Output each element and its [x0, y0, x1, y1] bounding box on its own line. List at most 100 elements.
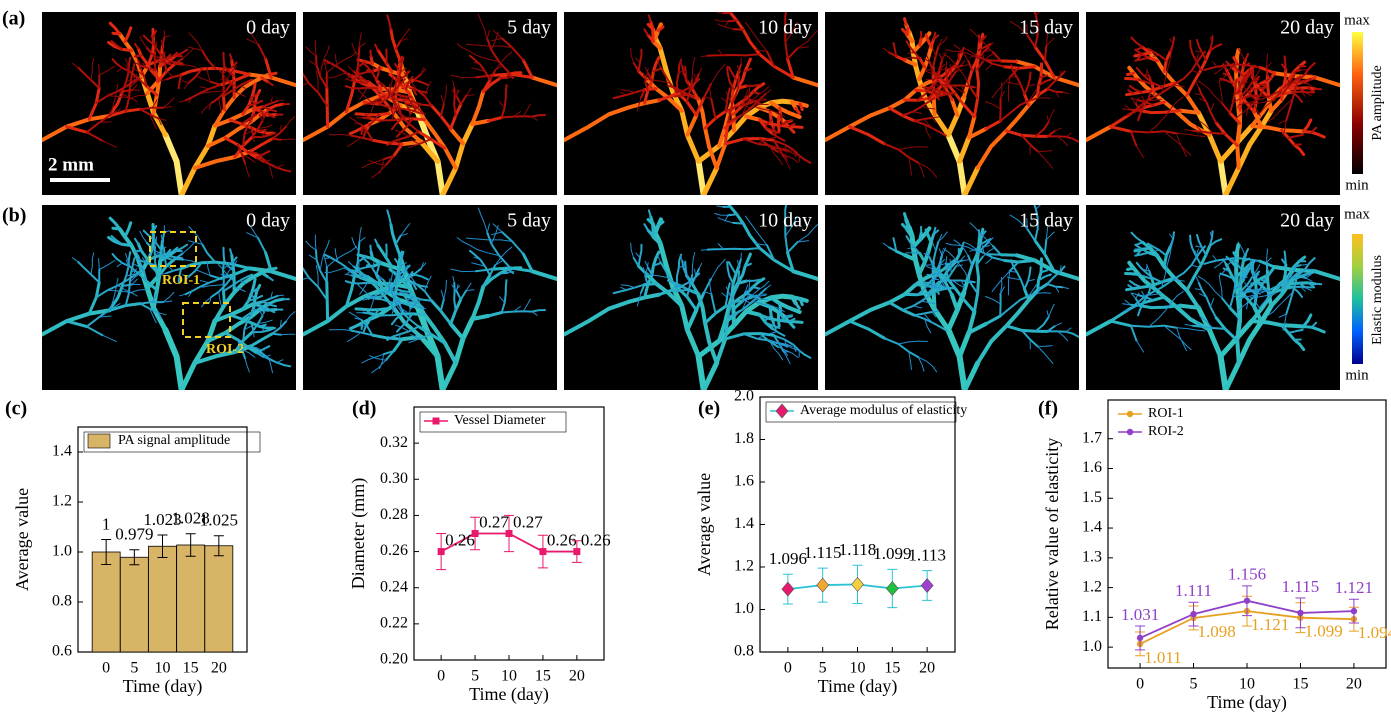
vessel: [612, 12, 812, 164]
data-label: 0.979: [115, 525, 153, 544]
x-axis-title: Time (day): [469, 684, 549, 705]
data-label: 1.121: [1335, 578, 1373, 597]
y-axis-title: Average value: [694, 473, 714, 576]
y-tick-label: 0.8: [52, 593, 72, 610]
bar: [91, 551, 121, 653]
roi-box: [149, 231, 197, 267]
marker: [775, 403, 789, 419]
marker: [432, 417, 440, 425]
x-axis-title: Time (day): [1207, 692, 1287, 713]
x-tick-label: 15: [183, 660, 199, 677]
data-label: 0.26: [581, 530, 611, 549]
panel-label: (a): [2, 8, 25, 30]
data-label: 0.27: [479, 512, 509, 531]
y-axis-title: Diameter (mm): [348, 478, 369, 589]
x-tick-label: 0: [1136, 676, 1144, 693]
y-tick-label: 1.7: [1082, 429, 1102, 446]
marker: [539, 548, 547, 556]
vessel-image: [303, 207, 557, 390]
legend-label: Average modulus of elasticity: [800, 403, 967, 418]
y-tick-label: 0.32: [380, 434, 408, 451]
colorbar-title: Elastic modulus: [1370, 255, 1385, 345]
x-axis-title: Time (day): [123, 676, 203, 697]
y-tick-label: 0.26: [380, 542, 408, 559]
data-label: 1.111: [1175, 581, 1212, 600]
roi-label: ROI-2: [206, 342, 244, 357]
data-label: 0.27: [513, 512, 543, 531]
error-bar: [129, 549, 140, 566]
vessel: [882, 205, 1072, 373]
vessel: [883, 12, 1079, 164]
y-tick-label: 1.1: [1082, 608, 1102, 625]
vessel: [620, 12, 818, 170]
x-tick-label: 0: [102, 660, 110, 677]
roi-label: ROI-1: [162, 273, 200, 288]
y-tick-label: 1.8: [734, 430, 754, 447]
bar: [119, 556, 149, 653]
vessel: [1127, 230, 1323, 342]
y-tick-label: 1.2: [1082, 578, 1102, 595]
day-label: 0 day: [246, 17, 290, 39]
vessel: [303, 207, 538, 374]
vessel: [303, 14, 546, 167]
data-label: 1: [102, 514, 111, 533]
day-label: 15 day: [1019, 17, 1073, 39]
data-label: 1.011: [1144, 648, 1182, 667]
error-bar: [185, 533, 196, 557]
x-tick-label: 15: [884, 660, 900, 677]
vessel: [695, 353, 707, 390]
image-background: [1086, 12, 1340, 195]
marker: [885, 581, 899, 596]
x-tick-label: 15: [535, 668, 551, 685]
error-bar: [101, 539, 112, 565]
bar: [204, 545, 234, 653]
colorbar: [1352, 234, 1363, 364]
marker: [1350, 607, 1358, 615]
marker: [437, 548, 445, 556]
y-tick-label: 0.28: [380, 506, 408, 523]
legend-label: PA signal amplitude: [118, 433, 230, 448]
data-label: 1.156: [1228, 565, 1266, 584]
vessel: [1217, 353, 1229, 390]
x-tick-label: 15: [1292, 676, 1308, 693]
marker: [1136, 634, 1144, 642]
vessel-image: [825, 205, 1079, 390]
vessel: [162, 326, 185, 390]
panel-label: (c): [5, 398, 27, 420]
vessel: [945, 131, 968, 195]
marker: [505, 530, 513, 537]
vessel: [620, 205, 818, 365]
vessel-image: [564, 205, 818, 390]
x-tick-label: 20: [1346, 676, 1362, 693]
vessel: [882, 12, 1072, 178]
day-label: 20 day: [1280, 17, 1334, 39]
vessel: [65, 216, 285, 355]
legend-label: ROI-2: [1148, 424, 1184, 439]
vessel-image: [825, 12, 1079, 195]
vessel: [1121, 231, 1313, 353]
vessel: [945, 326, 968, 390]
y-axis-title: Relative value of elasticity: [1042, 438, 1062, 630]
vessel: [77, 225, 292, 368]
x-tick-label: 10: [1239, 676, 1255, 693]
y-tick-label: 2.0: [734, 388, 754, 405]
legend-box: [765, 401, 957, 423]
vessel: [612, 205, 812, 359]
roi-box: [182, 302, 231, 338]
data-label: 1.099: [873, 544, 911, 563]
y-tick-label: 1.2: [734, 558, 754, 575]
x-tick-label: 20: [919, 660, 935, 677]
data-label: 0.26: [547, 530, 577, 549]
error-bar: [157, 534, 168, 558]
plot-frame: [759, 396, 956, 653]
vessel: [695, 158, 707, 195]
y-tick-label: 0.6: [52, 643, 72, 660]
vessel: [72, 30, 296, 179]
marker: [1190, 610, 1197, 618]
x-tick-label: 5: [1190, 676, 1198, 693]
marker: [851, 576, 864, 592]
vessel: [1121, 36, 1313, 159]
bar: [176, 544, 206, 653]
data-label: 1.115: [1282, 577, 1320, 596]
day-label: 10 day: [758, 210, 812, 232]
